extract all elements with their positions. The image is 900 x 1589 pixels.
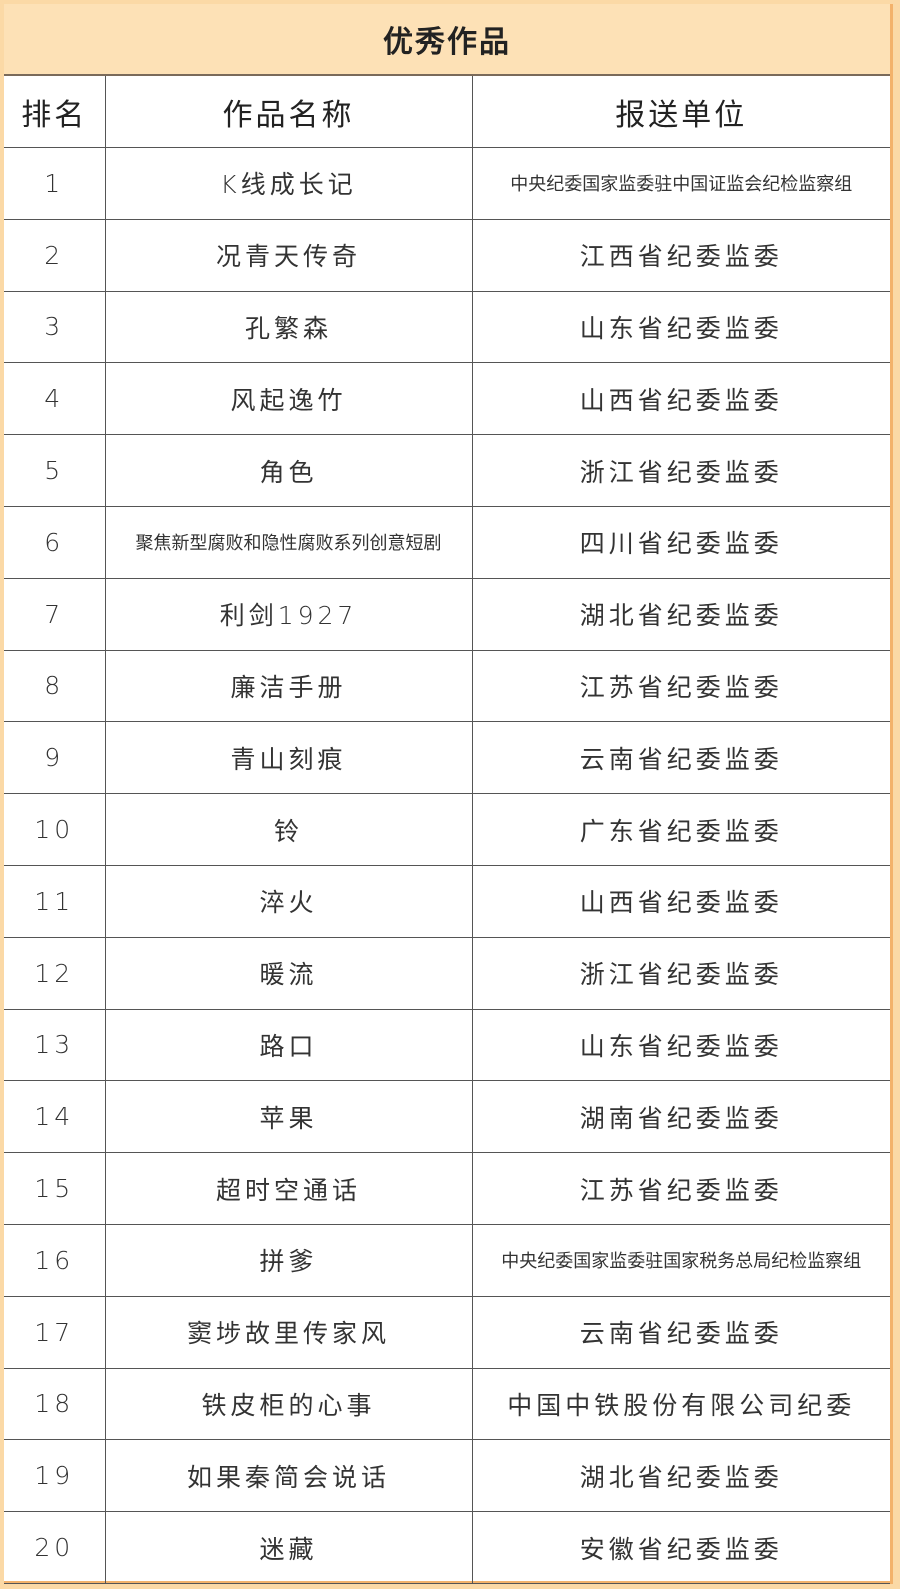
rank-cell: 1 <box>4 147 106 220</box>
work-cell: 铃 <box>104 793 473 866</box>
table-row: 12 暖流 浙江省纪委监委 <box>4 936 890 1010</box>
unit-cell: 湖南省纪委监委 <box>471 1080 890 1154</box>
table-row: 14 苹果 湖南省纪委监委 <box>4 1080 890 1154</box>
work-cell: 淬火 <box>104 864 473 938</box>
work-cell: 孔繁森 <box>104 290 473 364</box>
header-rank: 排名 <box>4 76 106 148</box>
table-row: 2 况青天传奇 江西省纪委监委 <box>4 218 890 292</box>
table-title: 优秀作品 <box>4 4 890 76</box>
unit-cell: 山西省纪委监委 <box>471 362 890 436</box>
table-row: 9 青山刻痕 云南省纪委监委 <box>4 721 890 795</box>
unit-cell: 广东省纪委监委 <box>471 793 890 866</box>
header-unit: 报送单位 <box>471 76 890 148</box>
table-row: 11 淬火 山西省纪委监委 <box>4 864 890 938</box>
work-cell: K线成长记 <box>104 147 473 220</box>
table-row: 16 拼爹 中央纪委国家监委驻国家税务总局纪检监察组 <box>4 1223 890 1297</box>
unit-cell: 浙江省纪委监委 <box>471 434 890 507</box>
table-row: 6 聚焦新型腐败和隐性腐败系列创意短剧 四川省纪委监委 <box>4 505 890 579</box>
work-cell: 角色 <box>104 434 473 507</box>
rank-cell: 7 <box>4 577 106 651</box>
rank-cell: 5 <box>4 434 106 507</box>
unit-cell: 山东省纪委监委 <box>471 290 890 364</box>
header-row: 排名 作品名称 报送单位 <box>4 76 890 148</box>
unit-cell: 湖北省纪委监委 <box>471 1439 890 1513</box>
work-cell: 路口 <box>104 1008 473 1082</box>
unit-cell: 浙江省纪委监委 <box>471 936 890 1010</box>
work-cell: 拼爹 <box>104 1223 473 1297</box>
rank-cell: 3 <box>4 290 106 364</box>
unit-cell: 中央纪委国家监委驻中国证监会纪检监察组 <box>471 147 890 220</box>
rank-cell: 2 <box>4 218 106 292</box>
table-row: 1 K线成长记 中央纪委国家监委驻中国证监会纪检监察组 <box>4 147 890 220</box>
table-row: 7 利剑1927 湖北省纪委监委 <box>4 577 890 651</box>
rank-cell: 8 <box>4 649 106 723</box>
rank-cell: 15 <box>4 1152 106 1225</box>
rank-cell: 19 <box>4 1439 106 1513</box>
work-cell: 窦埗故里传家风 <box>104 1295 473 1369</box>
unit-cell: 中央纪委国家监委驻国家税务总局纪检监察组 <box>471 1223 890 1297</box>
unit-cell: 山东省纪委监委 <box>471 1008 890 1082</box>
rank-cell: 20 <box>4 1511 106 1584</box>
table-row: 18 铁皮柜的心事 中国中铁股份有限公司纪委 <box>4 1367 890 1441</box>
rank-cell: 12 <box>4 936 106 1010</box>
unit-cell: 四川省纪委监委 <box>471 505 890 579</box>
rank-cell: 17 <box>4 1295 106 1369</box>
work-cell: 廉洁手册 <box>104 649 473 723</box>
table-row: 10 铃广东省纪委监委 <box>4 793 890 866</box>
rank-cell: 11 <box>4 864 106 938</box>
table-row: 5 角色 浙江省纪委监委 <box>4 434 890 507</box>
rank-cell: 10 <box>4 793 106 866</box>
table-row: 13 路口 山东省纪委监委 <box>4 1008 890 1082</box>
rank-cell: 16 <box>4 1223 106 1297</box>
unit-cell: 山西省纪委监委 <box>471 864 890 938</box>
awards-table-card: 优秀作品 排名 作品名称 报送单位 1 K线成长记 中央纪委国家监委驻中国证监会纪检… <box>4 4 893 1584</box>
table-row: 15 超时空通话 江苏省纪委监委 <box>4 1152 890 1225</box>
rank-cell: 18 <box>4 1367 106 1441</box>
work-cell: 青山刻痕 <box>104 721 473 795</box>
work-cell: 暖流 <box>104 936 473 1010</box>
unit-cell: 江苏省纪委监委 <box>471 1152 890 1225</box>
work-cell: 迷藏 <box>104 1511 473 1584</box>
rank-cell: 14 <box>4 1080 106 1154</box>
work-cell: 利剑1927 <box>104 577 473 651</box>
unit-cell: 湖北省纪委监委 <box>471 577 890 651</box>
work-cell: 铁皮柜的心事 <box>104 1367 473 1441</box>
table-row: 20 迷藏 安徽省纪委监委 <box>4 1511 890 1584</box>
table-row: 3 孔繁森 山东省纪委监委 <box>4 290 890 364</box>
table-row: 19 如果秦简会说话 湖北省纪委监委 <box>4 1439 890 1513</box>
work-cell: 苹果 <box>104 1080 473 1154</box>
rank-cell: 13 <box>4 1008 106 1082</box>
work-cell: 聚焦新型腐败和隐性腐败系列创意短剧 <box>104 505 473 579</box>
awards-table: 排名 作品名称 报送单位 1 K线成长记 中央纪委国家监委驻中国证监会纪检监察组 2 况… <box>4 76 890 1584</box>
unit-cell: 云南省纪委监委 <box>471 721 890 795</box>
table-row: 8 廉洁手册 江苏省纪委监委 <box>4 649 890 723</box>
unit-cell: 云南省纪委监委 <box>471 1295 890 1369</box>
rank-cell: 6 <box>4 505 106 579</box>
table-row: 17 窦埗故里传家风 云南省纪委监委 <box>4 1295 890 1369</box>
unit-cell: 中国中铁股份有限公司纪委 <box>471 1367 890 1441</box>
work-cell: 况青天传奇 <box>104 218 473 292</box>
work-cell: 超时空通话 <box>104 1152 473 1225</box>
unit-cell: 安徽省纪委监委 <box>471 1511 890 1584</box>
work-cell: 风起逸竹 <box>104 362 473 436</box>
header-work: 作品名称 <box>104 76 473 148</box>
unit-cell: 江苏省纪委监委 <box>471 649 890 723</box>
rank-cell: 4 <box>4 362 106 436</box>
work-cell: 如果秦简会说话 <box>104 1439 473 1513</box>
table-row: 4 风起逸竹 山西省纪委监委 <box>4 362 890 436</box>
rank-cell: 9 <box>4 721 106 795</box>
unit-cell: 江西省纪委监委 <box>471 218 890 292</box>
